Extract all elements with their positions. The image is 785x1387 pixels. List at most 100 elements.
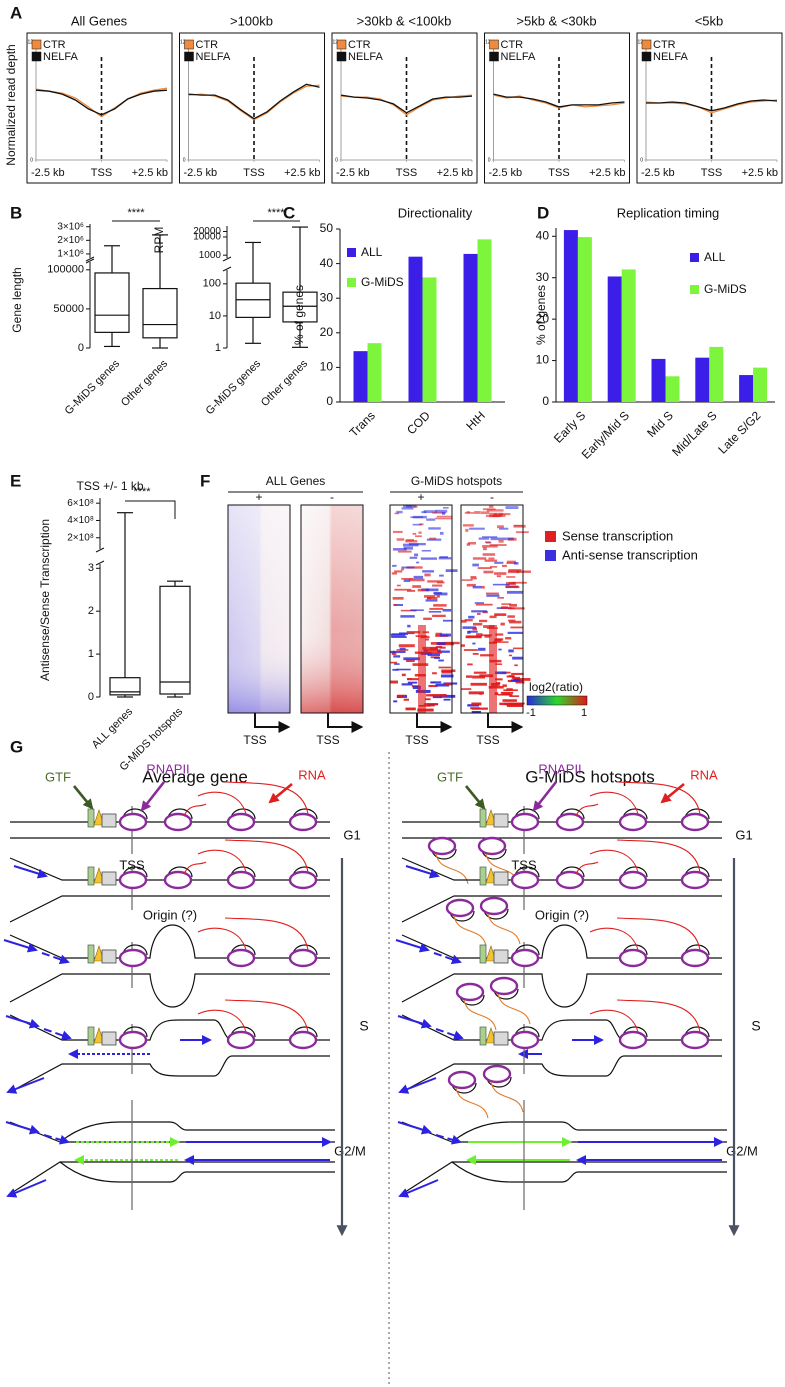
label-origin: Origin (?) [535,907,589,922]
heatmap-tss-band [489,625,497,713]
heatmap-streak [394,663,400,665]
heatmap-streak [396,649,409,651]
heatmap-streak [391,636,407,638]
y-tick-label: 0 [640,157,643,163]
arrow [3,939,38,953]
axis-break [222,266,232,272]
dna-strand [401,1161,727,1195]
arrow [433,952,462,965]
heatmap-streak [392,668,399,671]
heatmap-streak [462,626,476,629]
x-tick-label: +2.5 kb [437,167,473,179]
heatmap-streak [470,707,480,709]
heatmap-streak [506,560,516,563]
heatmap-streak [495,678,503,681]
heatmap-streak [502,564,507,568]
heatmap-streak [429,607,444,610]
bar [422,277,437,402]
heatmap-streak [429,647,438,651]
tss-arrow [254,713,291,733]
heatmap-streak [506,537,514,541]
colorbar-max: 1 [581,707,587,719]
arrow [398,1077,437,1094]
bar [665,376,680,402]
bar [739,375,754,402]
arrow [268,782,293,804]
x-tick-label: +2.5 kb [589,167,625,179]
legend-swatch [31,39,42,50]
heatmap-streak [462,524,474,527]
heatmap-streak [403,579,411,583]
panel-label: B [10,203,22,222]
bar [621,269,636,402]
chart-title: >5kb & <30kb [516,13,596,28]
x-tick-label: +2.5 kb [742,167,778,179]
heatmap-streak [429,537,437,540]
y-tick-label: 10 [536,353,550,367]
chart-title: All Genes [71,13,128,28]
heatmap-streak [444,682,452,686]
heatmap-streak [427,597,438,600]
y-tick-label: 2×10⁶ [57,235,84,246]
heatmap-streak [406,566,423,569]
y-tick-label: 4×10⁸ [67,515,94,526]
heatmap-streak [464,512,475,514]
heatmap-streak [427,580,444,583]
heatmap-streak [482,536,498,538]
series-line [493,93,625,108]
heatmap-streak [403,698,409,701]
heatmap-streak [509,620,522,624]
legend-swatch [690,253,699,262]
heatmap-streak [430,681,442,684]
arrow [41,952,70,965]
panel-label: C [283,203,295,222]
arrow [43,1134,70,1145]
heatmap-streak [471,710,481,714]
heatmap-streak [494,561,504,564]
gtf-square [493,871,509,886]
tss-label: TSS [476,733,499,747]
heatmap-streak [396,668,411,671]
heatmap-streak [463,649,478,651]
y-tick-label: 2 [88,605,94,617]
bar [695,357,710,402]
box [94,272,130,333]
heatmap-frame [389,504,453,714]
heatmap-shade [228,505,290,713]
heatmap-group-title: G-MiDS hotspots [411,474,502,488]
rnapii [226,1030,256,1050]
chart-title: >100kb [230,13,273,28]
heatmap-streak [401,566,415,569]
heatmap-streak [495,633,504,636]
heatmap-streak [484,541,491,544]
heatmap-streak [494,614,507,616]
heatmap-streak [513,647,524,650]
rna [589,849,639,873]
heatmap-streak [485,514,503,517]
gtf-triangle [93,809,105,826]
heatmap-streak [396,538,405,541]
y-tick-label: 10000 [193,232,221,243]
chart-title: Replication timing [617,205,720,220]
heatmap-streak [492,641,509,643]
legend-swatch [347,278,356,287]
y-tick-label: 10 [320,360,334,374]
chart-title: Directionality [398,205,473,220]
y-tick-label: 1 [215,342,221,354]
heatmap-streak [495,638,504,641]
rnapii [427,836,457,856]
heatmap-streak [393,650,406,654]
rnapii [163,870,193,890]
heatmap-streak [401,507,414,510]
heatmap-streak [472,642,476,645]
heatmap-streak [484,559,498,562]
heatmap-streak [430,694,447,697]
heatmap-streak [502,692,510,696]
y-tick-label: 12 [27,39,33,45]
arrow [397,1121,432,1135]
gtf-square [101,1031,117,1046]
heatmap-streak [435,632,442,636]
legend-swatch [489,51,499,62]
heatmap-streak [436,594,440,598]
